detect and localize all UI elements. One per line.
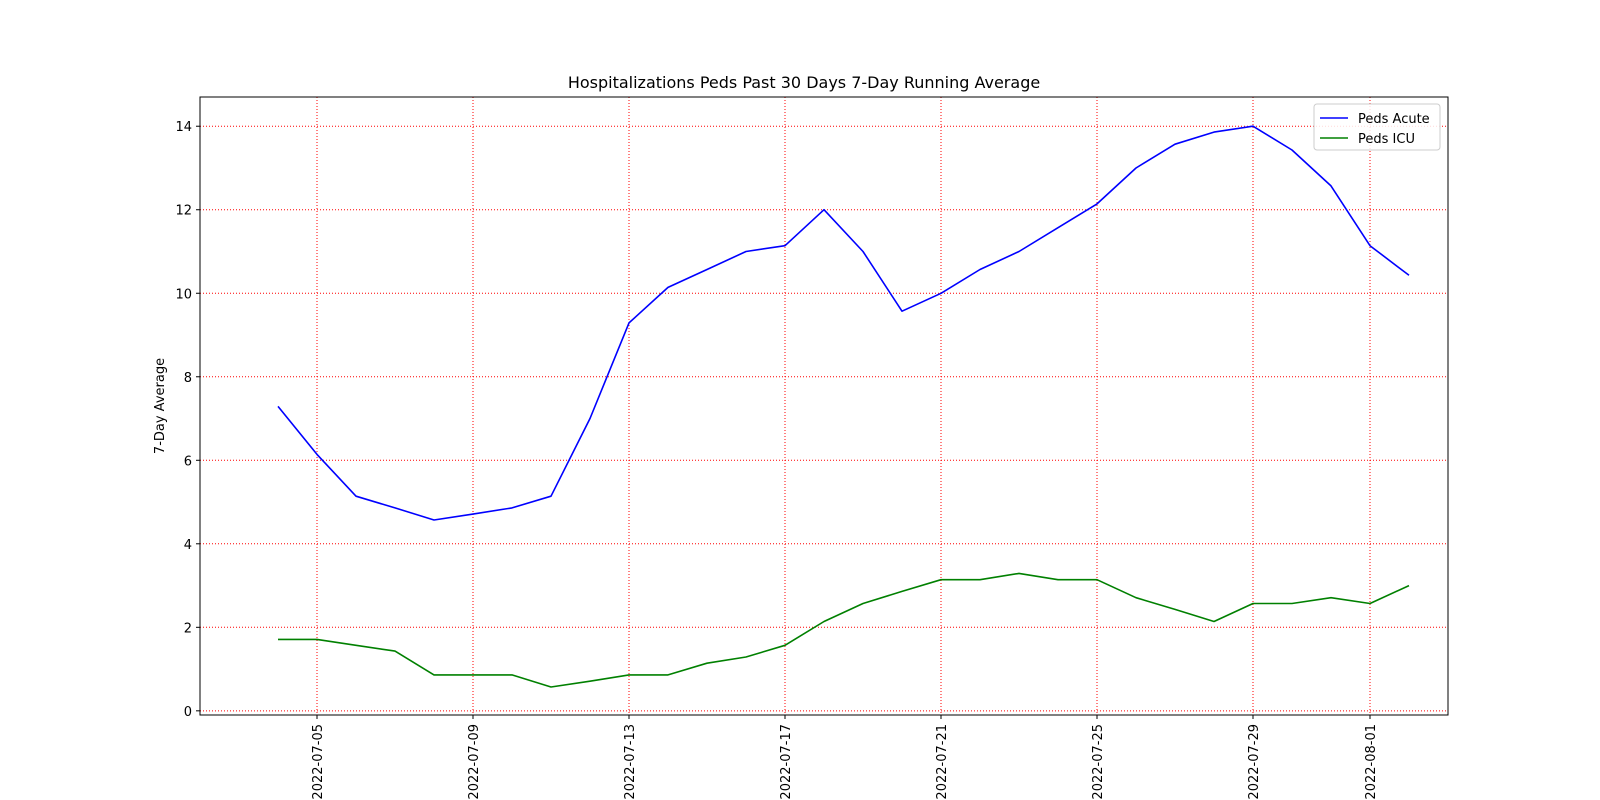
legend-label: Peds Acute — [1358, 112, 1430, 127]
x-tick-label: 2022-07-25 — [1091, 724, 1106, 800]
x-tick-label: 2022-07-21 — [935, 724, 950, 800]
y-tick-label: 14 — [175, 120, 192, 135]
series-layer — [277, 125, 1410, 688]
legend: Peds Acute Peds ICU — [1313, 103, 1441, 151]
y-axis: 0 2 4 6 8 10 12 14 — [175, 120, 200, 720]
y-tick-label: 4 — [184, 538, 192, 553]
y-tick-label: 12 — [175, 204, 192, 219]
grid — [200, 97, 1448, 715]
legend-label: Peds ICU — [1358, 132, 1415, 147]
x-tick-label: 2022-07-09 — [467, 724, 482, 800]
x-axis: 2022-07-05 2022-07-09 2022-07-13 2022-07-17… — [311, 715, 1379, 800]
y-tick-label: 10 — [175, 287, 192, 302]
x-tick-label: 2022-07-29 — [1247, 724, 1262, 800]
series-line-1 — [278, 572, 1410, 688]
chart-title: Hospitalizations Peds Past 30 Days 7-Day… — [568, 73, 1040, 92]
plot-frame — [199, 96, 1449, 716]
y-tick-label: 6 — [184, 454, 192, 469]
x-tick-label: 2022-07-13 — [623, 724, 638, 800]
y-tick-label: 8 — [184, 371, 192, 386]
y-tick-label: 2 — [184, 621, 192, 636]
y-axis-label: 7-Day Average — [153, 358, 168, 454]
x-tick-label: 2022-07-05 — [311, 724, 326, 800]
series-line-0 — [277, 125, 1410, 521]
y-tick-label: 0 — [184, 705, 192, 720]
x-tick-label: 2022-08-01 — [1364, 724, 1379, 800]
x-tick-label: 2022-07-17 — [779, 724, 794, 800]
